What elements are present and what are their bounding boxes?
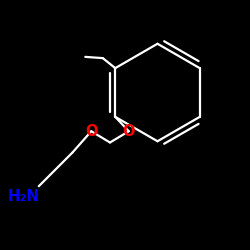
Text: O: O [122,124,135,139]
Text: H₂N: H₂N [8,189,40,204]
Text: O: O [85,124,98,139]
